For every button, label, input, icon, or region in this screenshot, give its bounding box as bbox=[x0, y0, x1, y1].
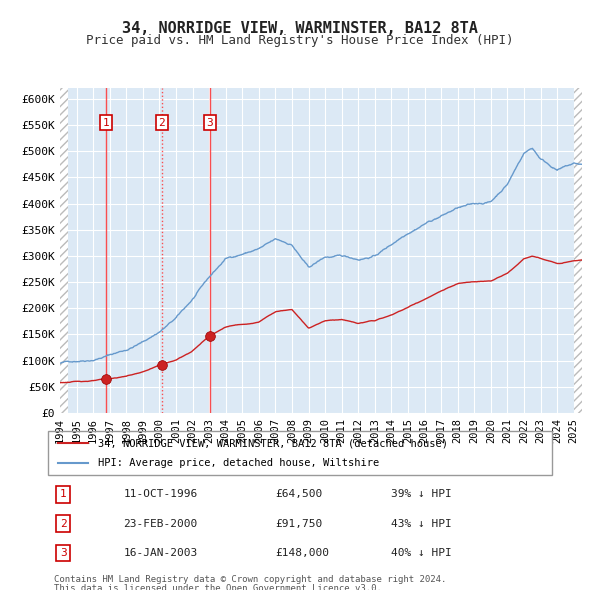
Text: 3: 3 bbox=[206, 117, 213, 127]
Text: £148,000: £148,000 bbox=[275, 548, 329, 558]
Text: 2: 2 bbox=[60, 519, 67, 529]
Text: Contains HM Land Registry data © Crown copyright and database right 2024.: Contains HM Land Registry data © Crown c… bbox=[54, 575, 446, 584]
Bar bbox=[574, 88, 582, 413]
Text: 40% ↓ HPI: 40% ↓ HPI bbox=[391, 548, 451, 558]
Text: 11-OCT-1996: 11-OCT-1996 bbox=[124, 489, 198, 499]
Text: 34, NORRIDGE VIEW, WARMINSTER, BA12 8TA (detached house): 34, NORRIDGE VIEW, WARMINSTER, BA12 8TA … bbox=[98, 438, 448, 448]
Text: 1: 1 bbox=[60, 489, 67, 499]
Text: HPI: Average price, detached house, Wiltshire: HPI: Average price, detached house, Wilt… bbox=[98, 458, 380, 467]
Text: 3: 3 bbox=[60, 548, 67, 558]
Text: 39% ↓ HPI: 39% ↓ HPI bbox=[391, 489, 451, 499]
Text: 43% ↓ HPI: 43% ↓ HPI bbox=[391, 519, 451, 529]
Text: 23-FEB-2000: 23-FEB-2000 bbox=[124, 519, 198, 529]
Text: 2: 2 bbox=[158, 117, 165, 127]
Text: 16-JAN-2003: 16-JAN-2003 bbox=[124, 548, 198, 558]
Text: £91,750: £91,750 bbox=[275, 519, 322, 529]
Text: 34, NORRIDGE VIEW, WARMINSTER, BA12 8TA: 34, NORRIDGE VIEW, WARMINSTER, BA12 8TA bbox=[122, 21, 478, 35]
Text: Price paid vs. HM Land Registry's House Price Index (HPI): Price paid vs. HM Land Registry's House … bbox=[86, 34, 514, 47]
Text: 1: 1 bbox=[103, 117, 109, 127]
Bar bbox=[60, 88, 68, 413]
Text: This data is licensed under the Open Government Licence v3.0.: This data is licensed under the Open Gov… bbox=[54, 584, 382, 590]
Text: £64,500: £64,500 bbox=[275, 489, 322, 499]
